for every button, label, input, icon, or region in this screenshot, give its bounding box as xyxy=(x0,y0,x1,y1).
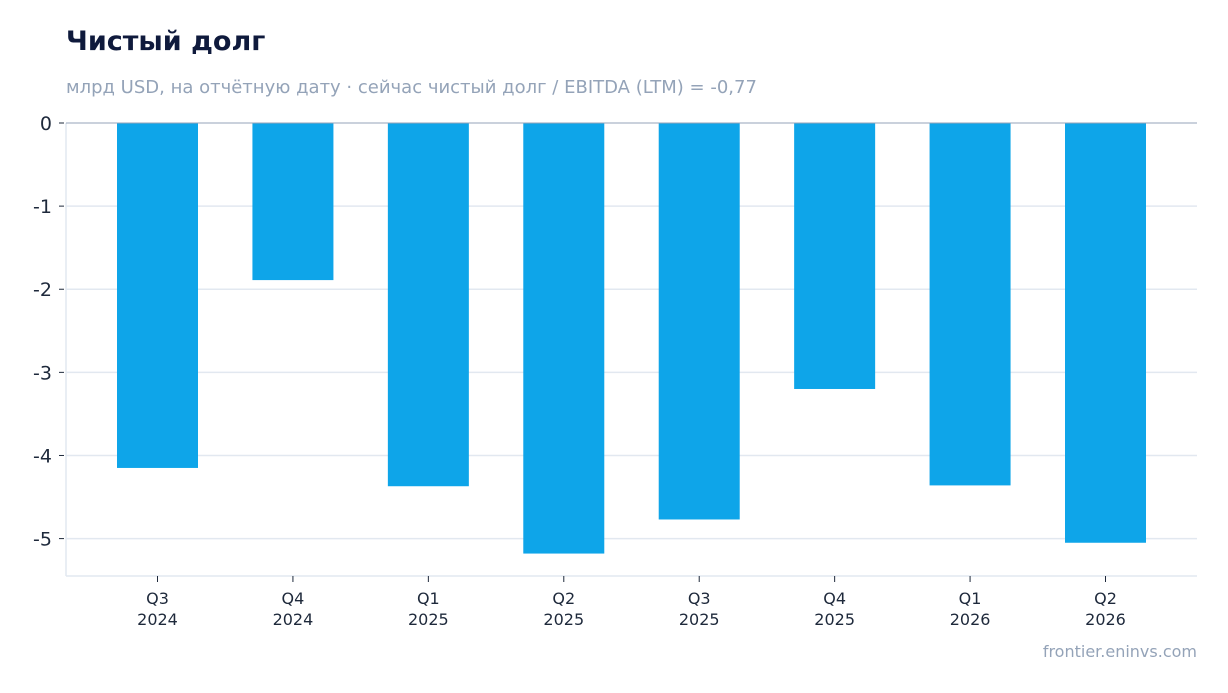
y-tick-label: -5 xyxy=(33,529,52,551)
x-tick-label-quarter: Q3 xyxy=(146,589,169,608)
x-tick-label-year: 2026 xyxy=(950,610,991,629)
x-tick-label-year: 2025 xyxy=(408,610,449,629)
bar-q4-2025 xyxy=(794,123,876,389)
y-tick-label: -4 xyxy=(33,445,52,467)
y-tick-label: 0 xyxy=(40,113,52,135)
x-tick-label-quarter: Q1 xyxy=(959,589,982,608)
x-tick-label-quarter: Q4 xyxy=(823,589,846,608)
x-tick-label-year: 2024 xyxy=(273,610,314,629)
x-tick-label-year: 2024 xyxy=(137,610,178,629)
x-tick-label-year: 2026 xyxy=(1085,610,1126,629)
x-tick-label-quarter: Q3 xyxy=(688,589,711,608)
y-tick-label: -3 xyxy=(33,362,52,384)
bar-q2-2025 xyxy=(523,123,605,554)
x-tick-label-year: 2025 xyxy=(679,610,720,629)
x-tick-label-quarter: Q1 xyxy=(417,589,440,608)
x-tick-label-year: 2025 xyxy=(814,610,855,629)
bar-q2-2026 xyxy=(1065,123,1146,543)
bar-q1-2025 xyxy=(387,123,469,487)
y-tick-label: -1 xyxy=(33,196,52,218)
bar-q4-2024 xyxy=(252,123,334,281)
source-credit: frontier.eninvs.com xyxy=(1042,642,1197,661)
x-tick-label-quarter: Q2 xyxy=(552,589,575,608)
bar-q3-2024 xyxy=(117,123,198,468)
x-tick-label-quarter: Q2 xyxy=(1094,589,1117,608)
chart-subtitle: млрд USD, на отчётную дату · сейчас чист… xyxy=(66,77,757,98)
x-tick-label-year: 2025 xyxy=(543,610,584,629)
bar-q3-2025 xyxy=(658,123,740,520)
bar-q1-2026 xyxy=(929,123,1011,486)
y-tick-label: -2 xyxy=(33,279,52,301)
chart-title: Чистый долг xyxy=(66,26,266,57)
x-tick-label-quarter: Q4 xyxy=(282,589,305,608)
